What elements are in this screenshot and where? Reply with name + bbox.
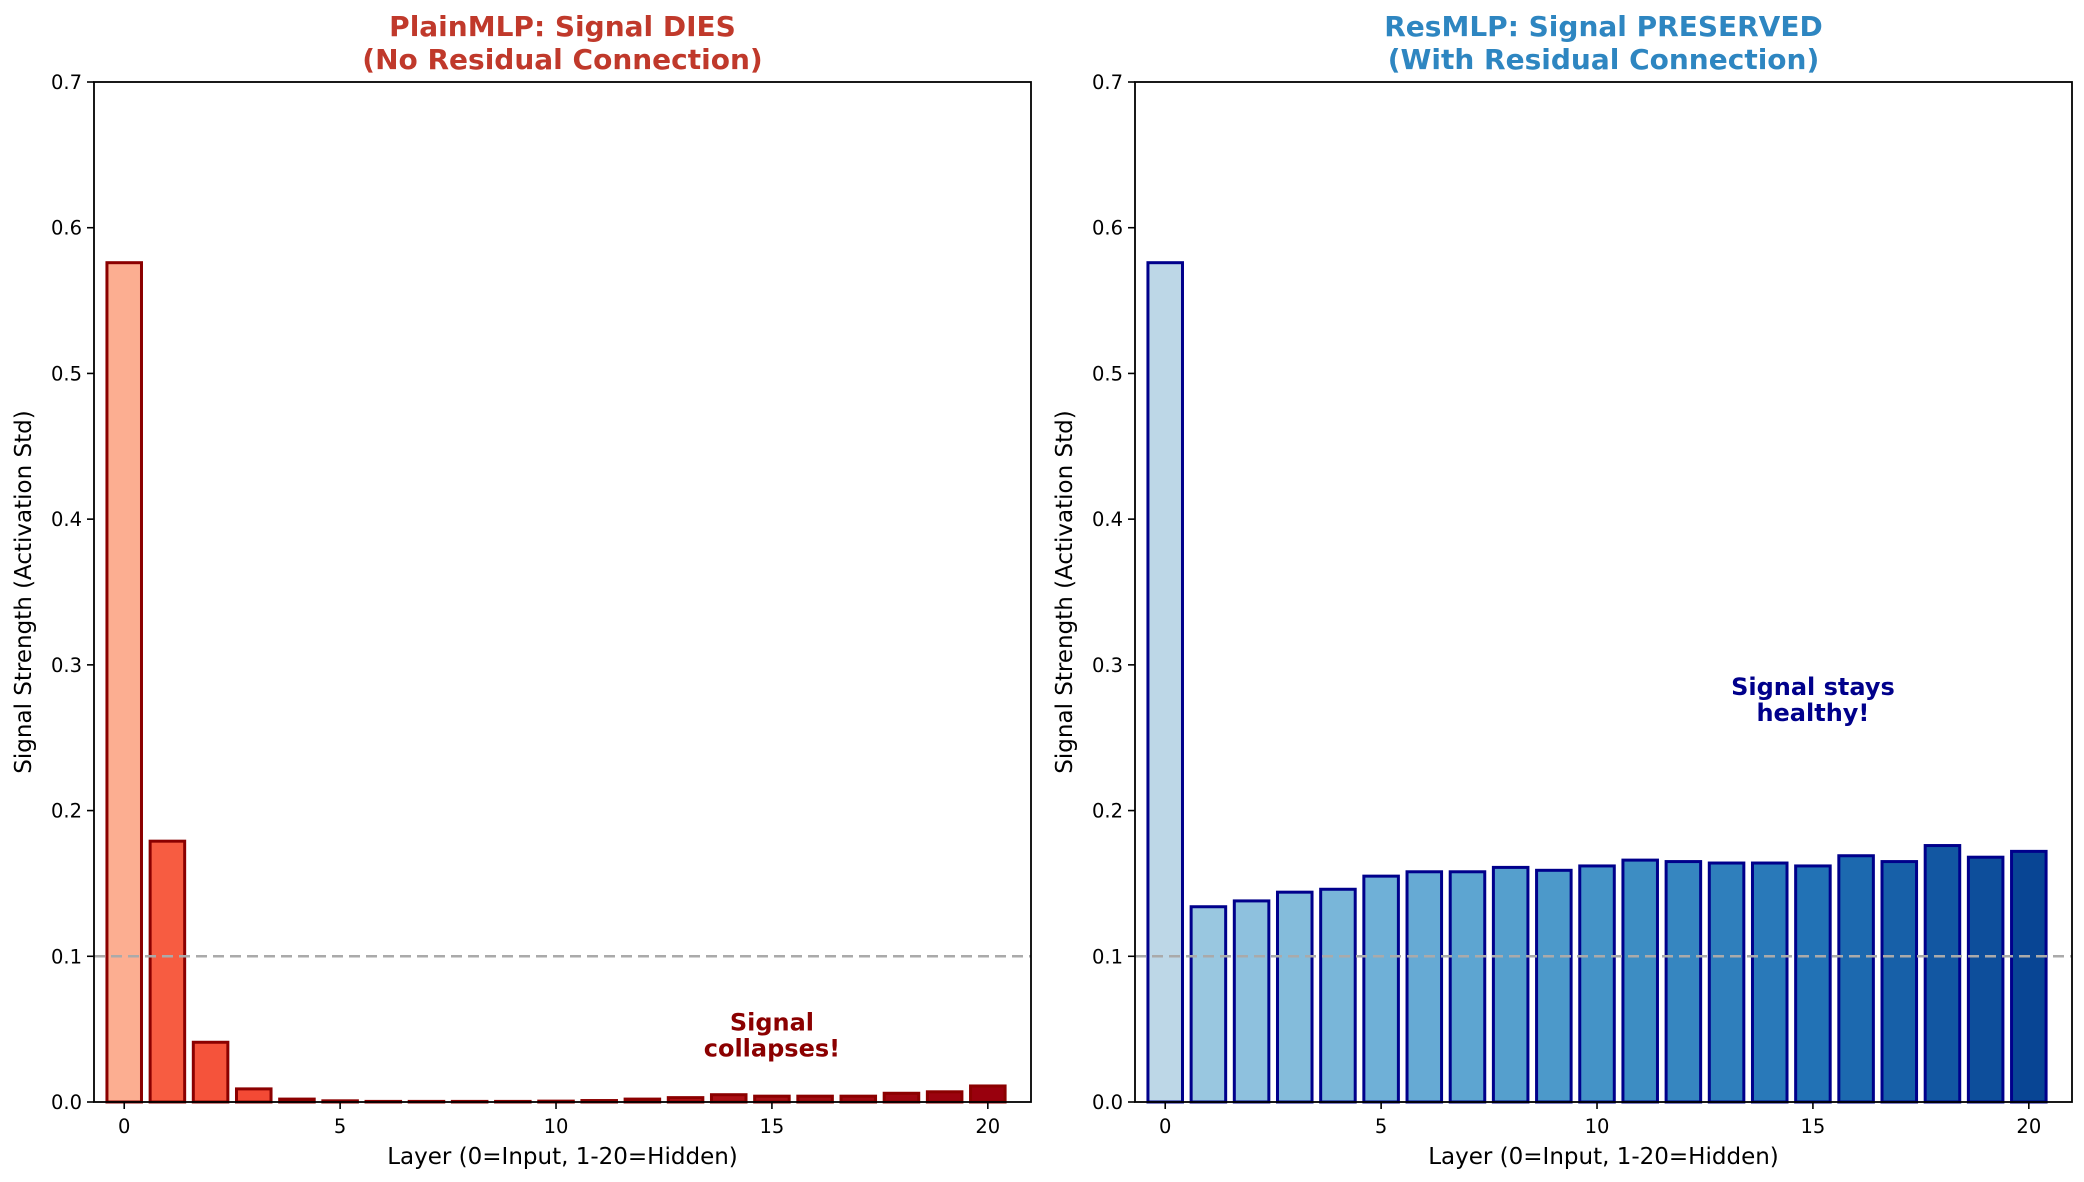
bar-layer-0 [1146, 261, 1184, 1104]
x-tick-label: 10 [1585, 1115, 1610, 1138]
x-tick-label: 5 [334, 1115, 346, 1138]
bar-layer-17 [1880, 860, 1919, 1104]
x-axis-label: Layer (0=Input, 1-20=Hidden) [387, 1144, 738, 1170]
x-axis-label: Layer (0=Input, 1-20=Hidden) [1428, 1144, 1779, 1170]
y-tick-label: 0.7 [1092, 71, 1123, 94]
y-tick-label: 0.6 [1092, 217, 1123, 240]
bar-layer-19 [1966, 855, 2005, 1104]
bar-layer-14 [1750, 861, 1789, 1104]
chart-title: PlainMLP: Signal DIES [389, 10, 736, 43]
y-tick-label: 0.2 [1092, 800, 1123, 823]
chart-panel-plain-mlp: 0.0 0.1 0.2 0.3 0.4 0.5 0.6 0.7 0 5 10 15 20 Layer (0… [11, 10, 1032, 1170]
y-axis-label: Signal Strength (Activation Std) [1052, 410, 1078, 773]
annotation-text: Signal stays [1731, 673, 1895, 701]
x-tick-label: 5 [1375, 1115, 1387, 1138]
y-tick-label: 0.1 [1092, 945, 1123, 968]
axes-frame [1134, 81, 2073, 1103]
bar-layer-20 [2010, 849, 2048, 1104]
bar-layer-12 [1664, 860, 1703, 1104]
chart-panel-res-mlp: 0.0 0.1 0.2 0.3 0.4 0.5 0.6 0.7 0 5 10 15 20 Layer (0… [1052, 10, 2073, 1170]
annotation-text: healthy! [1756, 699, 1869, 727]
x-tick-label: 10 [544, 1115, 569, 1138]
bar-layer-15 [1794, 864, 1832, 1104]
axes-frame [93, 81, 1032, 1103]
bar-layer-2 [1232, 899, 1271, 1104]
x-tick-label: 0 [1159, 1115, 1171, 1138]
y-tick-label: 0.2 [51, 800, 82, 823]
bar-layer-2 [191, 1040, 230, 1104]
bar-layer-7 [1448, 870, 1487, 1104]
x-tick-label: 15 [1801, 1115, 1826, 1138]
bar-layer-5 [1362, 874, 1400, 1104]
bar-layer-8 [1491, 865, 1530, 1104]
y-tick-label: 0.6 [51, 217, 82, 240]
y-tick-label: 0.5 [1092, 362, 1123, 385]
annotation-text: Signal [730, 1008, 814, 1036]
bar-layer-20 [969, 1084, 1007, 1104]
bar-layer-4 [1319, 887, 1357, 1104]
bar-layer-6 [1405, 870, 1444, 1104]
x-tick-label: 0 [118, 1115, 130, 1138]
bar-layer-0 [105, 261, 143, 1104]
bar-layer-19 [925, 1090, 964, 1104]
annotation-text: collapses! [704, 1034, 840, 1062]
y-tick-label: 0.7 [51, 71, 82, 94]
bar-layer-14 [709, 1093, 748, 1104]
bar-layer-1 [1189, 905, 1228, 1104]
chart-title: ResMLP: Signal PRESERVED [1384, 10, 1822, 43]
y-tick-label: 0.1 [51, 945, 82, 968]
y-axis-label: Signal Strength (Activation Std) [11, 410, 37, 773]
x-tick-label: 15 [760, 1115, 785, 1138]
bar-layer-3 [1275, 890, 1314, 1104]
bar-layer-18 [1923, 844, 1962, 1104]
y-tick-label: 0.0 [1092, 1091, 1123, 1114]
x-tick-label: 20 [975, 1115, 1000, 1138]
chart-subtitle: (With Residual Connection) [1388, 43, 1820, 76]
y-tick-label: 0.3 [1092, 654, 1123, 677]
bar-layer-11 [1621, 858, 1659, 1104]
bar-layer-10 [1578, 864, 1616, 1104]
chart-subtitle: (No Residual Connection) [362, 43, 762, 76]
bar-layer-9 [1535, 868, 1573, 1104]
x-tick-label: 20 [2016, 1115, 2041, 1138]
y-tick-label: 0.5 [51, 362, 82, 385]
bar-layer-13 [1707, 861, 1746, 1104]
bar-layer-3 [234, 1087, 273, 1104]
bar-layer-16 [1837, 854, 1875, 1104]
y-tick-label: 0.0 [51, 1091, 82, 1114]
bar-layer-18 [882, 1091, 921, 1104]
y-tick-label: 0.4 [51, 508, 82, 531]
bar-layer-1 [148, 839, 187, 1104]
y-tick-label: 0.4 [1092, 508, 1123, 531]
y-tick-label: 0.3 [51, 654, 82, 677]
